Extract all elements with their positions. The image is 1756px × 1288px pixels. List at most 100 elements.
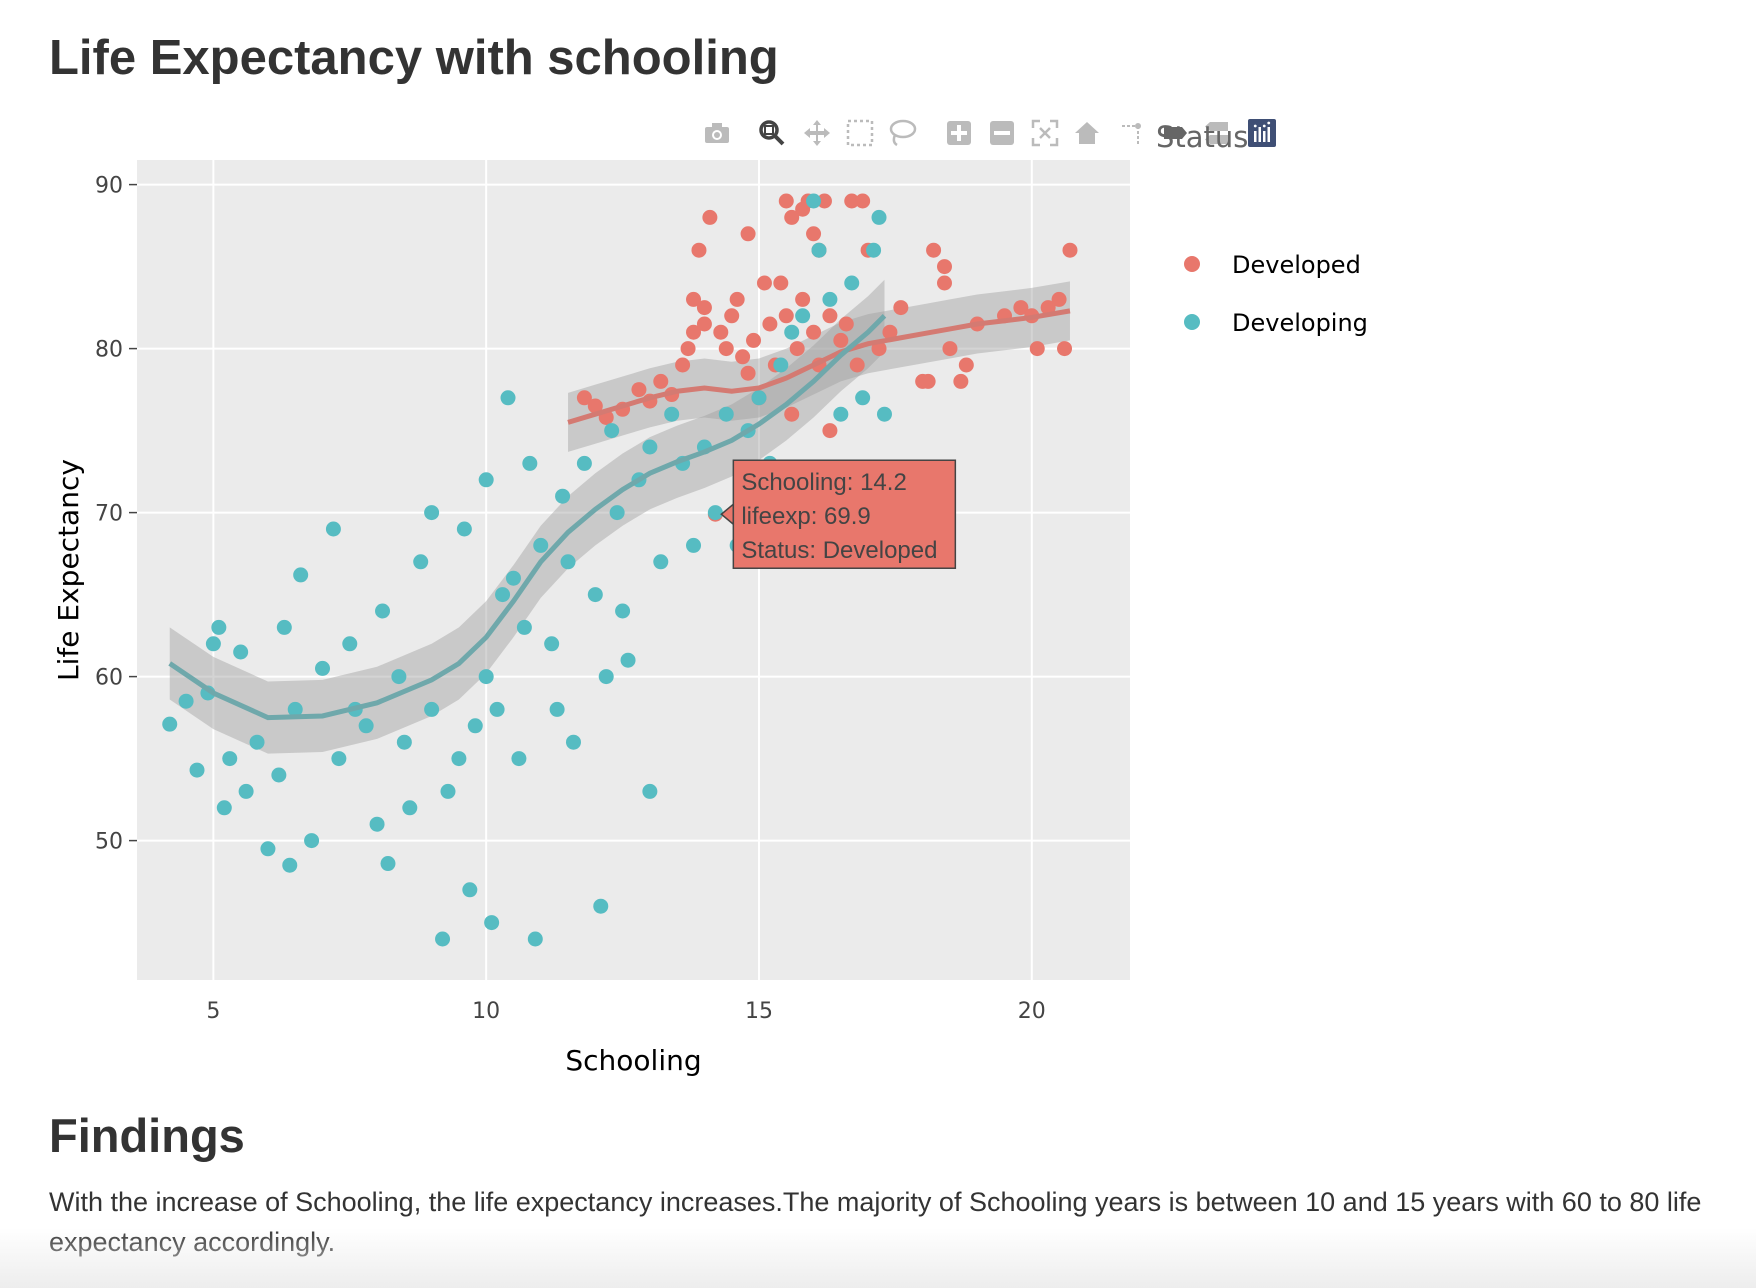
developed-trend-line [567,308,1071,425]
developing-point [249,734,265,750]
developed-point [686,291,702,307]
spike-lines-icon[interactable] [1116,116,1150,150]
developed-point [686,324,702,340]
legend: Developed Developing [1184,251,1368,337]
developing-point [162,716,178,732]
developed-point [1051,291,1067,307]
developed-point [773,275,789,291]
scatter-chart[interactable]: 5 10 15 20 50 60 70 80 90 Schooling Life Expectanc… [0,0,1420,1090]
developing-point [467,718,483,734]
developed-point [740,226,756,242]
developing-point [456,521,472,537]
x-tick-label: 20 [1018,999,1046,1024]
developed-point [936,275,952,291]
zoom-in-icon[interactable] [942,116,976,150]
developed-point [806,324,822,340]
developed-point [1057,341,1073,357]
developing-point [516,619,532,635]
developing-point [615,603,631,619]
developing-point [544,636,560,652]
developing-point [555,488,571,504]
hover-compare-icon[interactable] [1200,116,1234,150]
plotly-logo-icon[interactable] [1245,116,1279,150]
box-select-icon[interactable] [843,116,877,150]
legend-label-developing: Developing [1232,309,1368,337]
developed-point [1062,242,1078,258]
developed-point [778,308,794,324]
developing-point [576,455,592,471]
developed-point [844,193,860,209]
developed-point [631,382,647,398]
developed-point [778,193,794,209]
developing-point [325,521,341,537]
developed-point [675,357,691,373]
hover-line: lifeexp: 69.9 [741,503,870,530]
modebar [700,110,1400,154]
developing-point [876,406,892,422]
developed-point [756,275,772,291]
pan-icon[interactable] [800,116,834,150]
developing-point [773,357,789,373]
x-tick-label: 5 [206,999,220,1024]
developed-point [882,324,898,340]
developing-point [375,603,391,619]
developing-point [811,242,827,258]
zoom-out-icon[interactable] [985,116,1019,150]
autoscale-icon[interactable] [1028,116,1062,150]
developing-point [844,275,860,291]
developed-point [784,406,800,422]
developed-point [713,324,729,340]
developing-point [282,857,298,873]
developing-point [593,898,609,914]
hover-closest-icon[interactable] [1158,116,1192,150]
developing-point [806,193,822,209]
developed-point [1013,300,1029,316]
developing-point [495,587,511,603]
developing-point [642,439,658,455]
developing-point [522,455,538,471]
developed-point [893,300,909,316]
developed-point [822,308,838,324]
plot-area [137,160,1130,980]
developing-point [380,856,396,872]
developed-point [958,357,974,373]
y-tick-label: 60 [95,666,123,691]
y-tick-label: 70 [95,502,123,527]
developing-point [484,915,500,931]
developed-point [953,373,969,389]
developed-point [740,365,756,381]
camera-icon[interactable] [700,116,734,150]
developing-point [369,816,385,832]
developing-point [413,554,429,570]
developed-point [822,423,838,439]
developing-point [440,783,456,799]
developed-point [762,316,778,332]
developing-point [642,783,658,799]
developing-point [751,390,767,406]
developed-point [696,300,712,316]
developing-point [855,390,871,406]
developing-point [664,406,680,422]
developing-point [451,751,467,767]
reset-axes-icon[interactable] [1070,116,1104,150]
zoom-icon[interactable] [755,116,789,150]
developing-point [233,644,249,660]
page-title: Life Expectancy with schooling [49,31,779,85]
developed-point [1040,300,1056,316]
legend-label-developed: Developed [1232,251,1361,279]
developed-point [942,341,958,357]
y-tick-label: 80 [95,338,123,363]
developing-point [293,567,309,583]
developing-point [402,800,418,816]
developed-point [576,390,592,406]
developing-point [205,636,221,652]
developed-point [696,316,712,332]
developing-point [271,767,287,783]
developed-point [680,341,696,357]
developing-point [653,554,669,570]
lasso-icon[interactable] [885,116,919,150]
bottom-fade [0,1228,1756,1288]
developed-point [838,316,854,332]
developed-point [833,332,849,348]
developing-point [527,931,543,947]
